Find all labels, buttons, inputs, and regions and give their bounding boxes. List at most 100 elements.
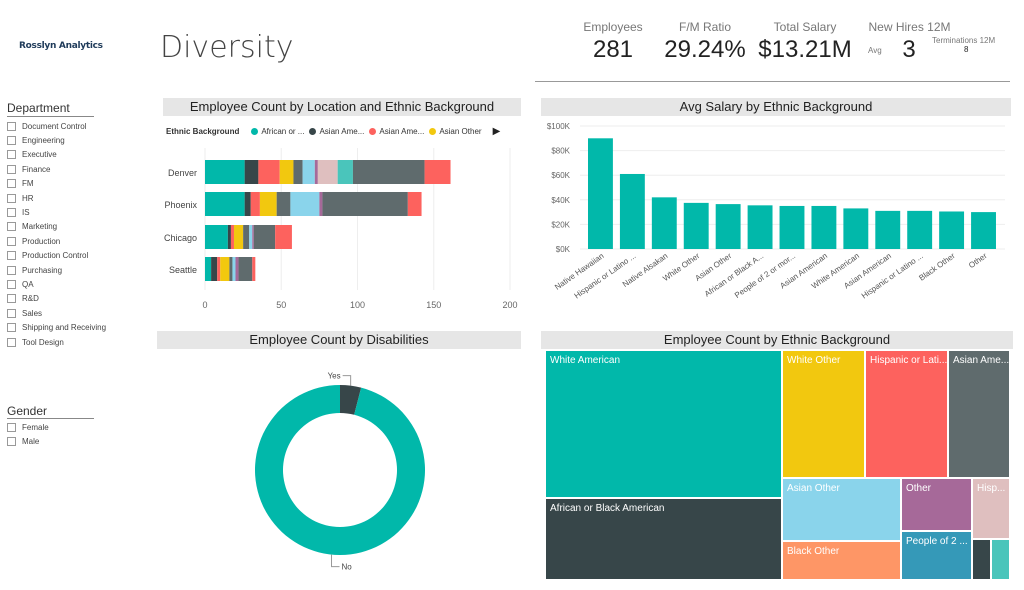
salary-bar[interactable] <box>907 210 933 249</box>
department-option[interactable]: Sales <box>7 307 42 319</box>
legend-next-arrow-icon[interactable]: ▶ <box>492 126 501 137</box>
checkbox[interactable] <box>7 179 16 189</box>
checkbox[interactable] <box>7 236 16 246</box>
salary-bar[interactable] <box>588 138 613 249</box>
bar-segment[interactable] <box>244 160 259 184</box>
bar-segment[interactable] <box>205 160 245 184</box>
bar-segment[interactable] <box>275 225 292 249</box>
legend-item[interactable]: Asian Other <box>429 127 482 136</box>
salary-bar[interactable] <box>651 197 677 249</box>
department-option[interactable]: Production Control <box>7 250 88 262</box>
checkbox[interactable] <box>7 279 16 289</box>
salary-bar[interactable] <box>939 211 965 249</box>
bar-segment[interactable] <box>314 160 318 184</box>
department-option[interactable]: FM <box>7 178 34 190</box>
checkbox[interactable] <box>7 164 16 174</box>
gender-option[interactable]: Female <box>7 421 49 433</box>
treemap-cell-other[interactable]: Other <box>901 478 972 531</box>
checkbox[interactable] <box>7 308 16 318</box>
checkbox[interactable] <box>7 323 16 333</box>
bar-segment[interactable] <box>317 160 338 184</box>
checkbox[interactable] <box>7 422 16 432</box>
checkbox[interactable] <box>7 193 16 203</box>
treemap-cell-hispanic-other[interactable]: Hisp... <box>972 478 1010 539</box>
bar-segment[interactable] <box>235 257 239 281</box>
department-option[interactable]: Marketing <box>7 221 57 233</box>
donut-slice[interactable] <box>340 385 362 415</box>
legend-item[interactable]: Asian Ame... <box>369 127 424 136</box>
salary-bar[interactable] <box>843 208 869 249</box>
bar-segment[interactable] <box>205 192 245 216</box>
department-option[interactable]: Finance <box>7 163 50 175</box>
department-option[interactable]: Tool Design <box>7 336 64 348</box>
bar-segment[interactable] <box>302 160 315 184</box>
department-option[interactable]: Engineering <box>7 134 65 146</box>
checkbox[interactable] <box>7 265 16 275</box>
bar-segment[interactable] <box>205 225 228 249</box>
treemap-cell-african-american[interactable]: African or Black American <box>545 498 782 580</box>
bar-segment[interactable] <box>322 192 408 216</box>
bar-segment[interactable] <box>230 225 234 249</box>
bar-segment[interactable] <box>252 257 256 281</box>
bar-segment[interactable] <box>205 257 212 281</box>
bar-segment[interactable] <box>424 160 451 184</box>
checkbox[interactable] <box>7 135 16 145</box>
checkbox[interactable] <box>7 207 16 217</box>
bar-segment[interactable] <box>252 225 254 249</box>
bar-segment[interactable] <box>352 160 425 184</box>
bar-segment[interactable] <box>243 225 250 249</box>
bar-segment[interactable] <box>258 160 280 184</box>
bar-segment[interactable] <box>250 192 260 216</box>
treemap-cell-hispanic[interactable]: Hispanic or Lati... <box>865 350 948 478</box>
bar-segment[interactable] <box>253 225 276 249</box>
treemap-cell-people-of-2[interactable]: People of 2 ... <box>901 531 972 580</box>
legend-item[interactable]: African or ... <box>251 127 304 136</box>
bar-segment[interactable] <box>233 225 244 249</box>
salary-bar[interactable] <box>747 205 773 249</box>
salary-bar[interactable] <box>619 173 645 249</box>
bar-segment[interactable] <box>259 192 277 216</box>
salary-bar[interactable] <box>715 204 741 249</box>
salary-bar[interactable] <box>811 205 837 249</box>
department-option[interactable]: R&D <box>7 293 39 305</box>
treemap-cell-small-teal[interactable] <box>991 539 1010 580</box>
department-option[interactable]: Purchasing <box>7 264 62 276</box>
salary-bar[interactable] <box>779 205 805 249</box>
bar-segment[interactable] <box>227 225 231 249</box>
treemap-cell-white-other[interactable]: White Other <box>782 350 865 478</box>
bar-segment[interactable] <box>229 257 233 281</box>
bar-segment[interactable] <box>232 257 236 281</box>
treemap-cell-asian-american[interactable]: Asian Ame... <box>948 350 1010 478</box>
bar-segment[interactable] <box>337 160 353 184</box>
treemap-cell-black-other[interactable]: Black Other <box>782 541 901 580</box>
treemap-cell-white-american[interactable]: White American <box>545 350 782 498</box>
donut-slice[interactable] <box>255 385 425 555</box>
checkbox[interactable] <box>7 251 16 261</box>
checkbox[interactable] <box>7 150 16 160</box>
bar-segment[interactable] <box>211 257 218 281</box>
checkbox[interactable] <box>7 337 16 347</box>
bar-segment[interactable] <box>290 192 320 216</box>
department-option[interactable]: IS <box>7 206 30 218</box>
treemap-cell-small-dark[interactable] <box>972 539 991 580</box>
checkbox[interactable] <box>7 121 16 131</box>
bar-segment[interactable] <box>249 225 253 249</box>
salary-bar[interactable] <box>971 212 996 249</box>
bar-segment[interactable] <box>276 192 291 216</box>
department-option[interactable]: Shipping and Receiving <box>7 322 106 334</box>
checkbox[interactable] <box>7 437 16 446</box>
bar-segment[interactable] <box>220 257 230 281</box>
bar-segment[interactable] <box>407 192 422 216</box>
department-option[interactable]: Production <box>7 235 60 247</box>
checkbox[interactable] <box>7 294 16 304</box>
bar-segment[interactable] <box>293 160 303 184</box>
bar-segment[interactable] <box>217 257 221 281</box>
bar-segment[interactable] <box>319 192 323 216</box>
bar-segment[interactable] <box>238 257 253 281</box>
salary-bar[interactable] <box>683 202 709 249</box>
department-option[interactable]: Document Control <box>7 120 86 132</box>
department-option[interactable]: QA <box>7 278 34 290</box>
checkbox[interactable] <box>7 222 16 232</box>
department-option[interactable]: Executive <box>7 149 57 161</box>
department-option[interactable]: HR <box>7 192 34 204</box>
